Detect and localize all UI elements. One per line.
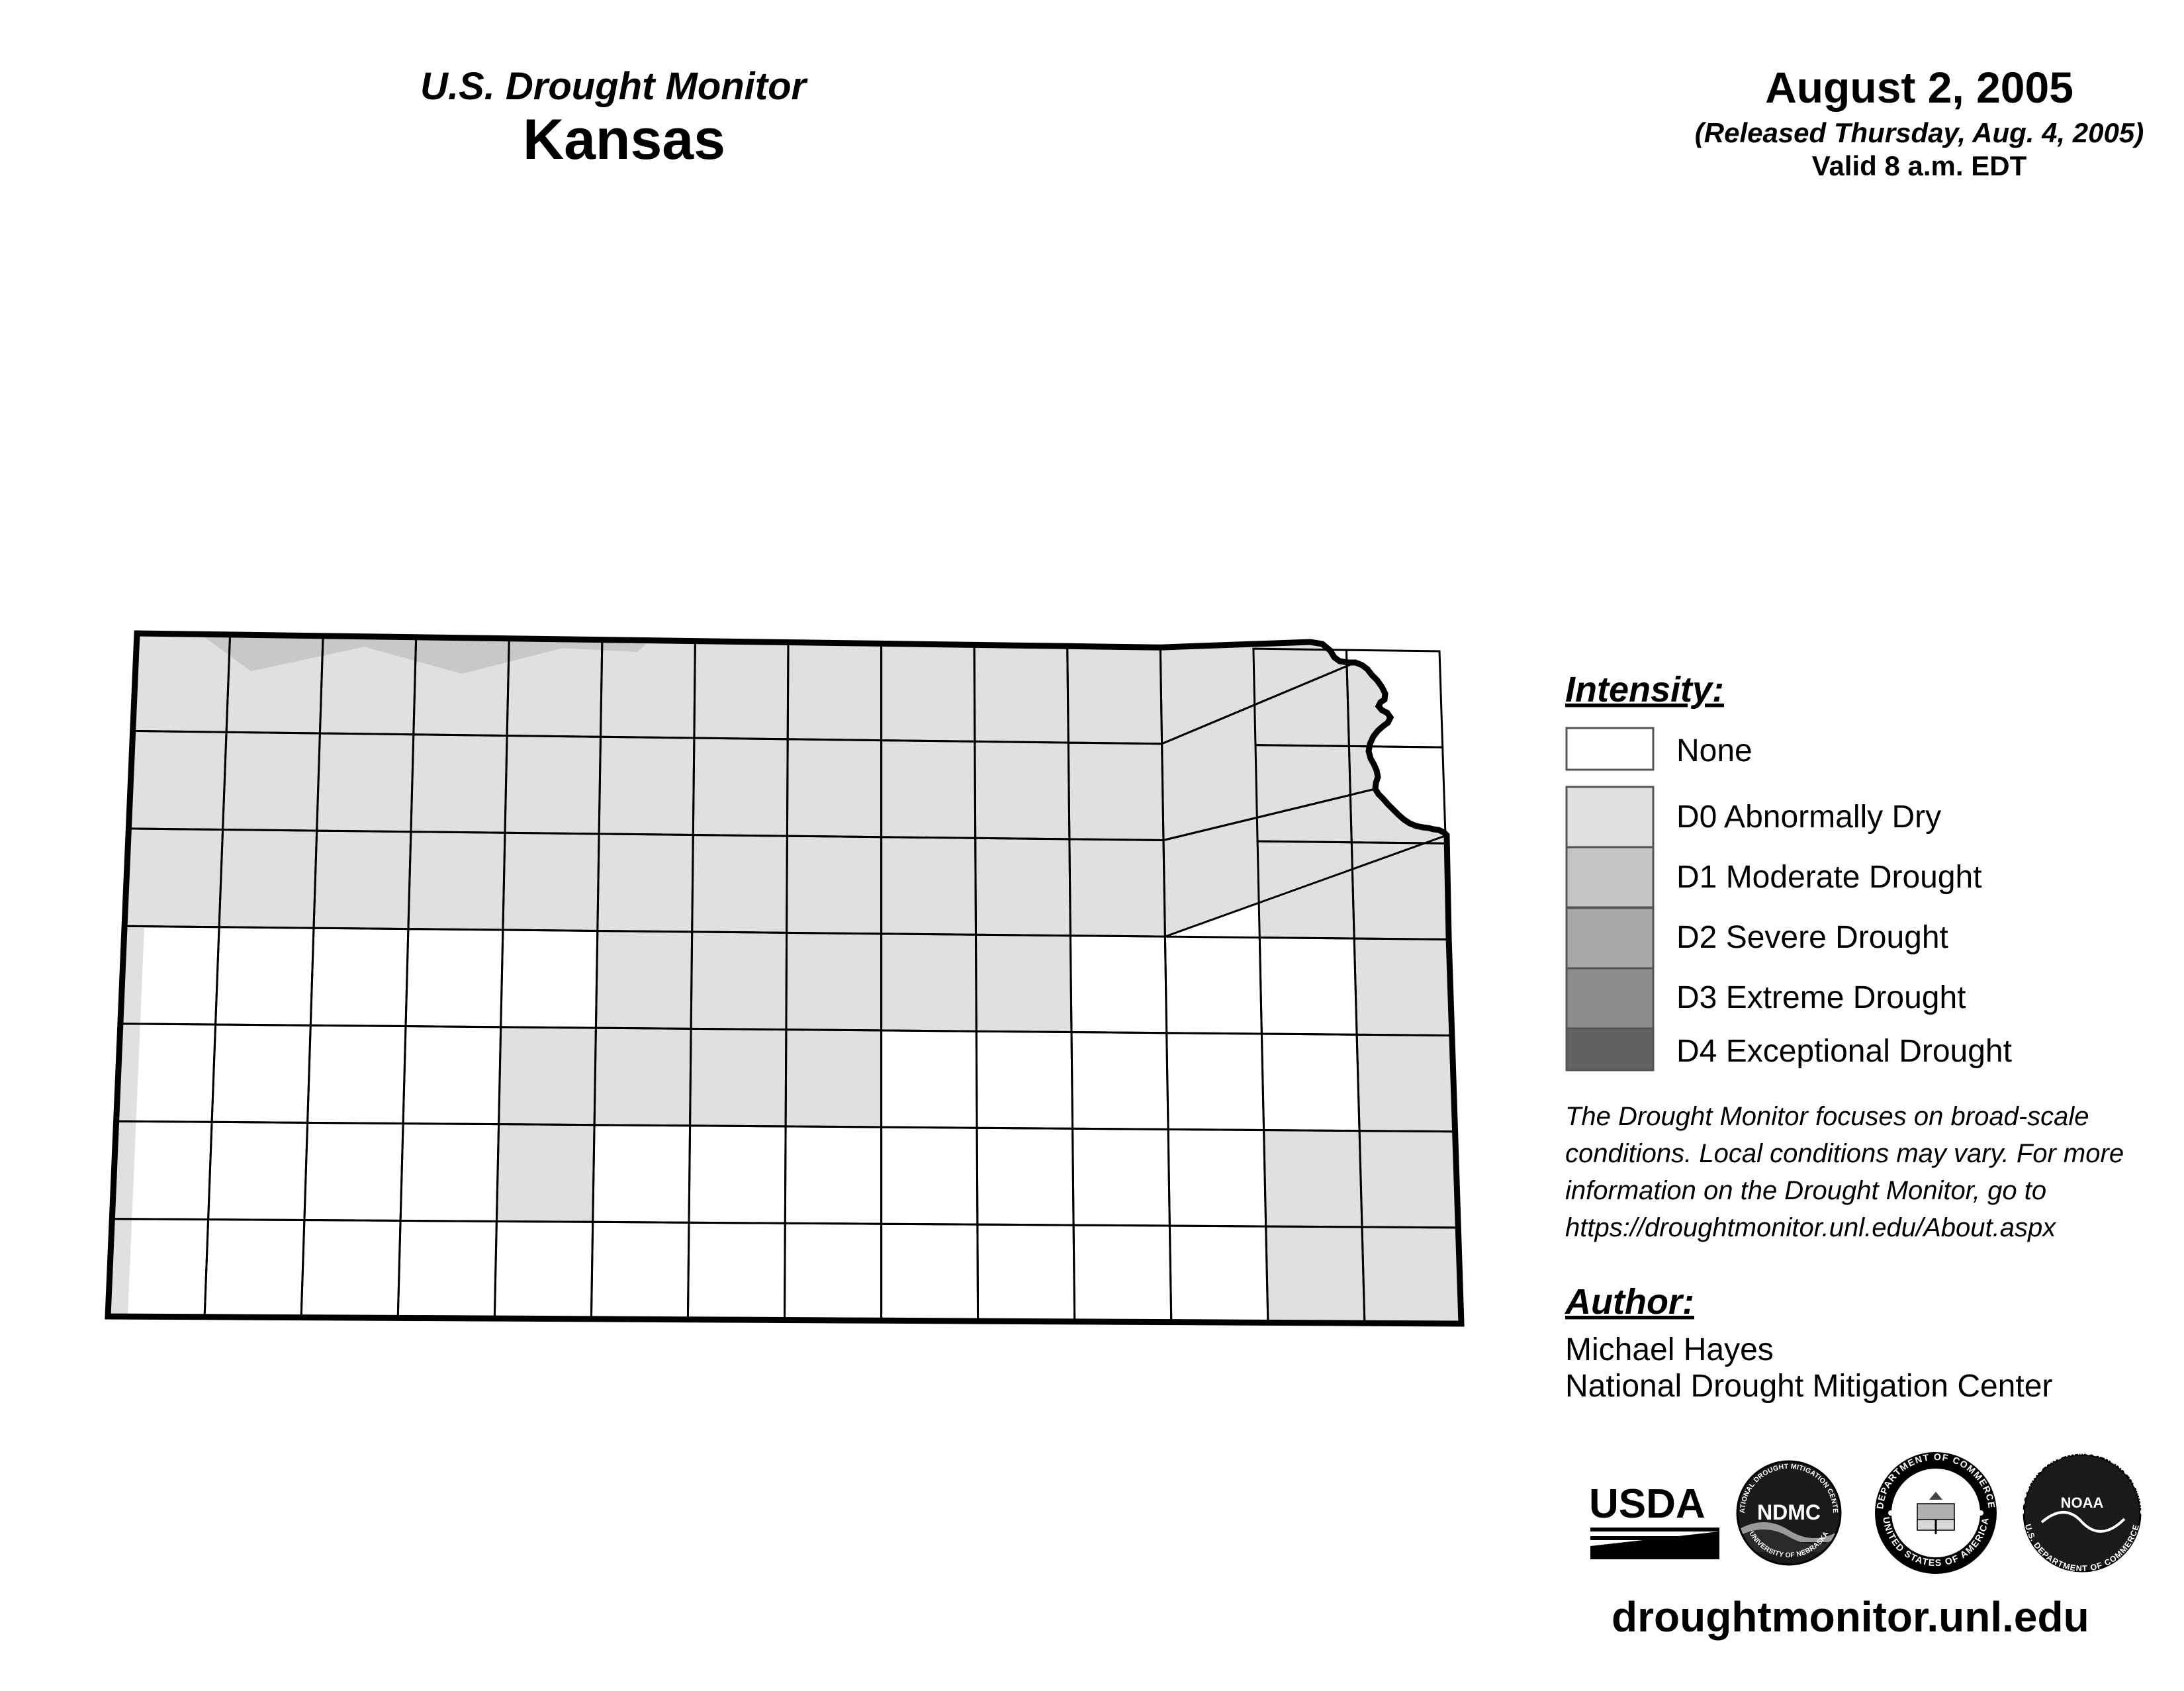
svg-text:D2 Severe Drought: D2 Severe Drought [1676,920,1948,955]
svg-text:National Drought Mitigation Ce: National Drought Mitigation Center [1565,1369,2052,1404]
svg-text:Valid 8 a.m. EDT: Valid 8 a.m. EDT [1812,150,2027,181]
svg-text:Kansas: Kansas [523,108,725,171]
svg-text:August 2, 2005: August 2, 2005 [1765,63,2073,112]
svg-text:NOAA: NOAA [2061,1494,2104,1511]
svg-text:D4 Exceptional Drought: D4 Exceptional Drought [1676,1034,2012,1069]
svg-text:Michael Hayes: Michael Hayes [1565,1332,1774,1367]
svg-text:NDMC: NDMC [1757,1500,1821,1524]
svg-text:U.S. Drought Monitor: U.S. Drought Monitor [420,65,809,108]
svg-text:(Released Thursday, Aug. 4, 20: (Released Thursday, Aug. 4, 2005) [1695,117,2144,148]
svg-text:droughtmonitor.unl.edu: droughtmonitor.unl.edu [1612,1593,2089,1641]
svg-text:Author:: Author: [1564,1282,1694,1322]
svg-text:Intensity:: Intensity: [1565,670,1724,709]
svg-text:D3 Extreme Drought: D3 Extreme Drought [1676,980,1966,1015]
svg-text:USDA: USDA [1589,1481,1706,1527]
svg-text:D1 Moderate Drought: D1 Moderate Drought [1676,860,1982,895]
svg-text:None: None [1676,733,1752,768]
svg-text:D0 Abnormally Dry: D0 Abnormally Dry [1676,800,1941,835]
